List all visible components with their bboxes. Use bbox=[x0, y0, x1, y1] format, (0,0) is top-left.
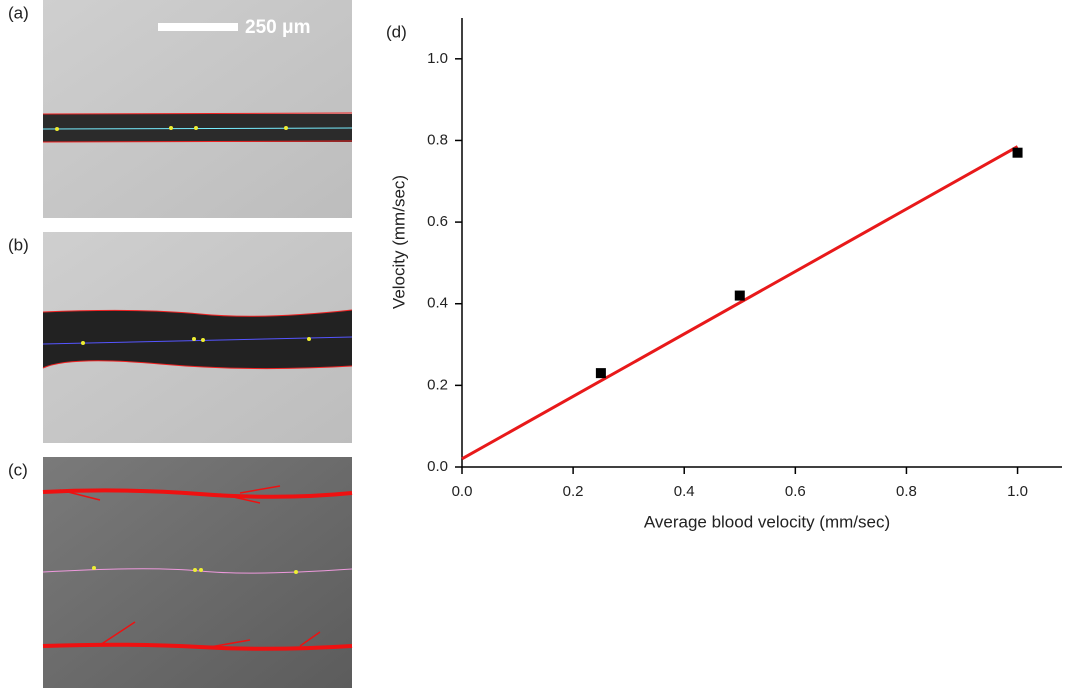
x-tick-label: 0.0 bbox=[452, 483, 473, 500]
y-tick-label: 0.0 bbox=[427, 458, 448, 475]
x-tick-label: 0.2 bbox=[563, 483, 584, 500]
scale-bar-label: 250 μm bbox=[245, 17, 311, 38]
panel-label: (c) bbox=[8, 460, 28, 479]
micrograph-b bbox=[42, 232, 353, 443]
y-tick-label: 0.4 bbox=[427, 295, 448, 312]
y-tick-label: 0.2 bbox=[427, 376, 448, 393]
y-tick-label: 0.6 bbox=[427, 213, 448, 230]
x-tick-label: 0.6 bbox=[785, 483, 806, 500]
x-tick-label: 1.0 bbox=[1007, 483, 1028, 500]
x-tick-label: 0.8 bbox=[896, 483, 917, 500]
axes bbox=[461, 18, 1062, 468]
micrograph-c bbox=[42, 457, 353, 688]
fit-line bbox=[461, 145, 1019, 461]
data-point bbox=[595, 368, 606, 379]
x-tick-label: 0.4 bbox=[674, 483, 695, 500]
micrograph-a bbox=[42, 0, 353, 218]
x-axis-label: Average blood velocity (mm/sec) bbox=[644, 512, 890, 531]
data-point bbox=[734, 290, 745, 301]
panel-label: (b) bbox=[8, 235, 29, 254]
y-axis-label: Velocity (mm/sec) bbox=[389, 175, 408, 309]
panel-label: (a) bbox=[8, 3, 29, 22]
data-point bbox=[1012, 147, 1023, 158]
panel-label: (d) bbox=[386, 22, 407, 41]
y-tick-label: 0.8 bbox=[427, 131, 448, 148]
y-tick-label: 1.0 bbox=[427, 50, 448, 67]
